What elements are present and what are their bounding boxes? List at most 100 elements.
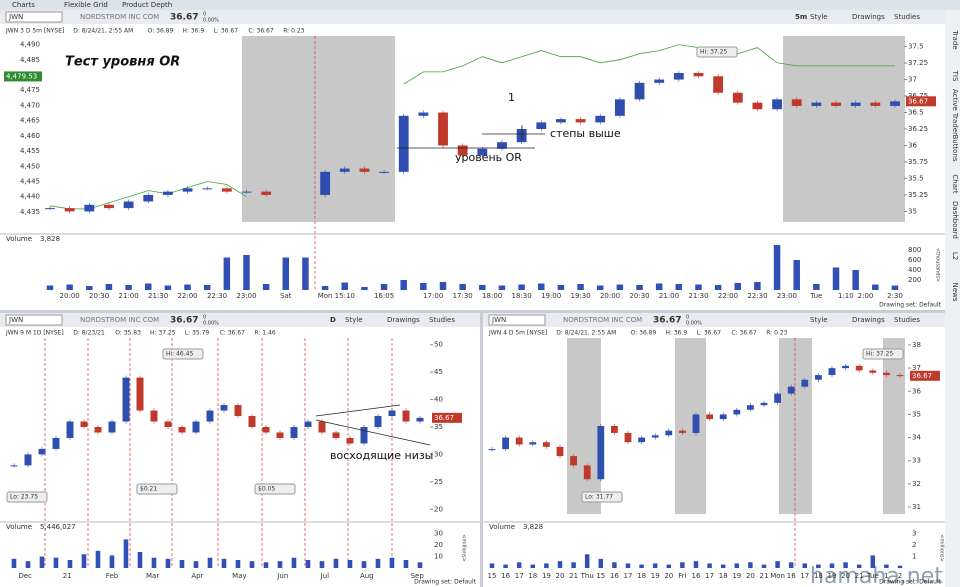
volume-bar xyxy=(400,280,407,290)
symbol-box[interactable] xyxy=(488,314,546,326)
volume-bar xyxy=(137,552,143,568)
y2-last: 4,479.53 xyxy=(6,72,37,80)
volume-tick-label: 10 xyxy=(434,553,443,561)
x-tick-label: 21:30 xyxy=(148,292,168,300)
y-tick-label: 38 xyxy=(912,341,921,349)
sidebar-tab[interactable]: L2 xyxy=(951,252,959,260)
candle xyxy=(360,427,368,444)
timeframe[interactable]: D xyxy=(330,316,336,324)
candle xyxy=(597,426,605,480)
volume-bar xyxy=(109,555,115,568)
toolbar-button[interactable]: Drawings xyxy=(852,316,885,324)
sidebar-tab[interactable]: Buttons xyxy=(951,134,959,161)
candle xyxy=(477,148,488,156)
volume-bar xyxy=(872,284,879,290)
toolbar-button[interactable]: Studies xyxy=(894,316,920,324)
y2-tick-label: 4,490 xyxy=(20,41,40,49)
volume-bar xyxy=(498,285,506,290)
annotation: $0.21 xyxy=(140,486,157,493)
y-tick-label: 37 xyxy=(912,364,921,372)
candle xyxy=(346,437,354,444)
x-tick-label: 2 xyxy=(898,572,902,580)
toolbar-button[interactable]: Drawings xyxy=(852,13,885,21)
y-tick-label: 45 xyxy=(434,368,443,376)
sidebar-tab[interactable]: Active Trader xyxy=(951,89,959,135)
volume-bar xyxy=(207,557,213,568)
symbol-box[interactable] xyxy=(5,314,63,326)
volume-bar xyxy=(203,285,211,290)
y-tick-label: 33 xyxy=(912,457,921,465)
info: H: 37.25 xyxy=(150,330,176,337)
candle xyxy=(52,437,60,449)
volume-bar xyxy=(596,285,604,290)
sidebar-tab[interactable]: Dashboard xyxy=(951,201,959,239)
timeframe[interactable]: 5m xyxy=(795,13,807,21)
volume-bar xyxy=(221,558,227,568)
y2-tick-label: 4,450 xyxy=(20,162,40,170)
volume-bar xyxy=(557,561,563,568)
volume-bar xyxy=(734,563,740,568)
toolbar-button[interactable]: Drawings xyxy=(387,316,420,324)
candle xyxy=(418,112,429,116)
last-badge xyxy=(910,370,940,381)
sidebar-tab[interactable]: Chart xyxy=(951,174,959,193)
x-tick-label: 19:00 xyxy=(541,292,561,300)
x-tick-label: 19 xyxy=(828,572,837,580)
candle xyxy=(374,416,382,427)
sidebar-tab[interactable]: News xyxy=(951,283,959,302)
change-pct: 0.00% xyxy=(203,18,219,24)
x-tick-label: 2:30 xyxy=(887,292,903,300)
change-pct: 0.00% xyxy=(686,321,702,327)
toolbar-button[interactable]: Style xyxy=(810,316,828,324)
candle xyxy=(80,421,88,427)
x-tick-label: 18 xyxy=(637,572,646,580)
y2-tick-label: 4,440 xyxy=(20,193,40,201)
volume-bar xyxy=(843,562,848,568)
x-tick-label: 16 xyxy=(787,572,796,580)
drawing-set: Drawing set: Default xyxy=(414,579,477,586)
y-tick-label: 35 xyxy=(912,410,921,418)
change-pct: 0.00% xyxy=(203,321,219,327)
y-tick-label: 37.25 xyxy=(908,59,928,67)
tab[interactable]: Charts xyxy=(12,1,35,9)
info: H: 36.9 xyxy=(182,28,204,35)
watermark: hamaha.net xyxy=(810,564,943,587)
volume-bar xyxy=(516,562,522,568)
session-shade xyxy=(783,36,905,222)
volume-unit: <millions> xyxy=(939,534,945,562)
candle xyxy=(359,168,370,172)
volume-bar xyxy=(179,560,185,568)
sidebar-tab[interactable]: Trade xyxy=(951,29,959,49)
sidebar-tab[interactable]: TIS xyxy=(951,70,959,82)
volume-tick-label: 3 xyxy=(912,530,916,538)
toolbar-button[interactable]: Style xyxy=(810,13,828,21)
toolbar-button[interactable]: Style xyxy=(345,316,363,324)
info: JWN 9 M 1D [NYSE] xyxy=(5,330,64,337)
last-badge xyxy=(4,71,42,82)
candle xyxy=(614,99,625,116)
x-tick-label: 17 xyxy=(705,572,714,580)
toolbar-button[interactable]: Studies xyxy=(894,13,920,21)
candle xyxy=(10,465,18,467)
x-tick-label: Sep xyxy=(411,572,425,580)
candle xyxy=(673,72,684,80)
x-tick-label: 20:30 xyxy=(89,292,109,300)
candle xyxy=(290,427,298,438)
tab[interactable]: Flexible Grid xyxy=(64,1,108,9)
volume-bar xyxy=(693,561,699,568)
candle xyxy=(38,448,46,455)
company: NORDSTROM INC COM xyxy=(80,13,159,21)
toolbar-button[interactable]: Studies xyxy=(429,316,455,324)
tab[interactable]: Product Depth xyxy=(122,1,172,9)
candle xyxy=(45,208,55,210)
x-tick-label: Fri xyxy=(678,572,686,580)
candle xyxy=(66,421,74,438)
info: L: 35.79 xyxy=(185,330,210,337)
symbol-box[interactable] xyxy=(5,11,63,23)
volume-bar xyxy=(544,563,549,568)
x-tick-label: 18 xyxy=(814,572,823,580)
volume-bar xyxy=(577,284,584,290)
last-label: 36.67 xyxy=(434,414,454,422)
candle xyxy=(162,191,173,195)
volume-bar xyxy=(333,558,339,568)
